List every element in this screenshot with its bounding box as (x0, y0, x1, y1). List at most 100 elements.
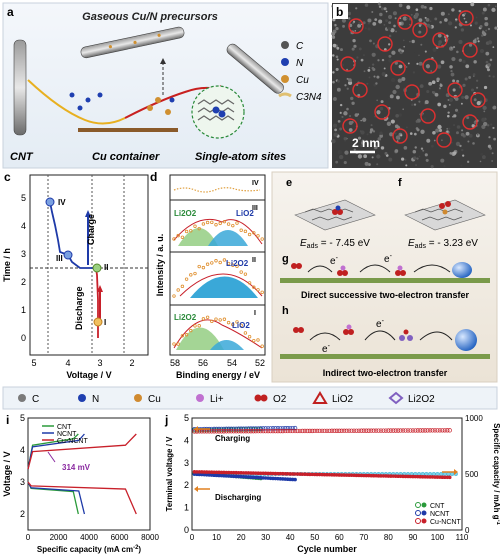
stem-speck (459, 144, 462, 148)
j-charge-point (398, 428, 403, 433)
i-curves (27, 433, 137, 515)
stem-speck (424, 16, 427, 19)
stem-speck (479, 49, 484, 54)
stem-speck (434, 92, 439, 97)
stem-speck (455, 156, 458, 160)
h-arrow-1 (309, 332, 341, 341)
stem-speck (410, 136, 413, 139)
stem-speck (486, 68, 490, 72)
stem-speck (395, 84, 400, 90)
cu-container (78, 128, 178, 132)
panel-d-axes (169, 174, 266, 356)
j-charge-point (349, 428, 354, 433)
stem-speck (462, 83, 466, 87)
stem-speck (488, 136, 491, 139)
stem-speck (331, 138, 336, 144)
cnt-tube-top (80, 26, 185, 59)
label-iii: III (56, 254, 63, 263)
j-charging-label: Charging (215, 434, 250, 443)
stem-speck (492, 105, 497, 110)
d-dot (205, 315, 210, 320)
d-dot (222, 317, 227, 321)
h-caption: Indirect two-electron transfer (323, 368, 448, 378)
stem-speck (349, 114, 352, 118)
stem-speck (409, 23, 411, 26)
stem-speck (371, 156, 374, 159)
j-charge-point (435, 428, 440, 433)
stem-speck (418, 24, 422, 27)
d-dot (176, 288, 180, 292)
panel-h-label: h (282, 305, 289, 317)
j-xtick: 40 (286, 533, 295, 542)
stem-speck (471, 124, 475, 128)
d-xtick-58: 58 (170, 358, 180, 368)
j-charge-point (263, 426, 268, 431)
single-atom-circle (340, 56, 356, 72)
j-charge-point (337, 428, 342, 433)
j-ytick: 1 (184, 503, 189, 513)
stem-speck (394, 124, 399, 129)
panel-j: j Charging Discharging CNT NCNT Cu-NCNT … (164, 413, 500, 554)
stem-speck (457, 111, 460, 114)
stem-speck (355, 7, 358, 10)
stem-speck (474, 21, 478, 25)
j-xtick: 30 (261, 533, 270, 542)
stem-speck (447, 38, 450, 40)
stem-speck (367, 22, 371, 25)
legend-n-icon (281, 58, 289, 66)
stem-speck (398, 64, 403, 69)
stem-speck (415, 164, 417, 166)
j-charge-point (327, 428, 332, 433)
stem-speck (432, 131, 436, 135)
stem-speck (428, 81, 433, 86)
label-single-atom-sites: Single-atom sites (195, 151, 286, 163)
precursor-particles (69, 92, 175, 115)
stem-speck (335, 27, 339, 31)
stem-speck (350, 96, 354, 101)
d-dot (231, 322, 235, 327)
stem-speck (404, 158, 407, 161)
d-ii-lio2-peak (190, 276, 258, 298)
stem-speck (423, 117, 427, 121)
single-atom-circle (390, 60, 406, 76)
stem-speck (363, 138, 366, 141)
stem-speck (437, 33, 442, 38)
stem-speck (467, 140, 470, 143)
g-arrow-3 (413, 264, 451, 273)
stem-speck (420, 129, 425, 134)
j-charge-point (238, 426, 244, 431)
d-dot (193, 271, 197, 276)
stem-speck (470, 88, 475, 92)
j-charge-point (307, 428, 312, 434)
stem-speck (364, 3, 369, 7)
i-charge-Cu-NCNT (27, 433, 137, 470)
stem-speck (494, 5, 497, 8)
d-dot (239, 228, 243, 232)
c-xtick-3: 3 (97, 358, 102, 368)
stem-speck (388, 58, 393, 63)
d-raw-dots (172, 219, 264, 348)
stem-speck (335, 67, 339, 71)
stem-speck (425, 127, 429, 132)
j-charge-point (278, 428, 283, 434)
stem-speck (394, 61, 398, 65)
stem-speck (437, 102, 442, 107)
stem-speck (402, 16, 408, 21)
j-xtick: 0 (190, 533, 195, 542)
j-charge-point (410, 428, 416, 433)
stem-speck (395, 135, 401, 140)
j-charge-point (319, 428, 325, 434)
graphene-f (404, 199, 486, 231)
stem-speck (420, 4, 425, 9)
stem-speck (367, 69, 371, 72)
j-charge-point (238, 429, 244, 434)
c-ytick-0: 0 (21, 333, 26, 343)
single-atom-circle (432, 32, 448, 48)
stem-speck (378, 19, 383, 24)
stem-speck (450, 69, 453, 73)
c-ytick-4: 4 (21, 221, 26, 231)
j-charge-point (214, 429, 219, 434)
stem-speck (416, 62, 419, 65)
j-charge-point (216, 426, 222, 432)
d-dot (172, 237, 176, 241)
